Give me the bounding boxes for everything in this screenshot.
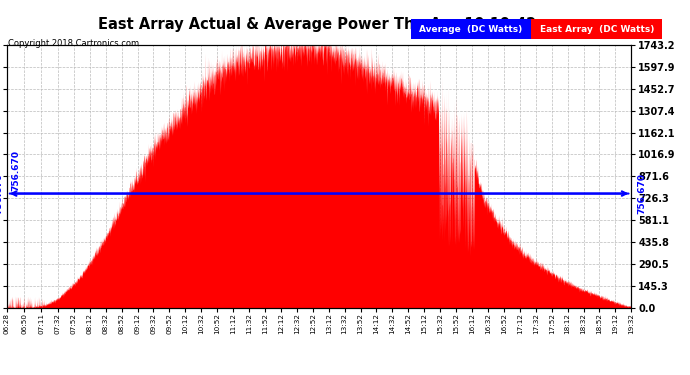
Text: Copyright 2018 Cartronics.com: Copyright 2018 Cartronics.com — [8, 39, 139, 48]
Text: 756.670: 756.670 — [11, 150, 20, 191]
Text: East Array  (DC Watts): East Array (DC Watts) — [540, 25, 654, 34]
Text: East Array Actual & Average Power Thu Apr 19 19:42: East Array Actual & Average Power Thu Ap… — [98, 17, 537, 32]
Text: Average  (DC Watts): Average (DC Watts) — [420, 25, 522, 34]
Text: 756.670: 756.670 — [0, 173, 3, 214]
Text: 756.670: 756.670 — [638, 173, 647, 214]
